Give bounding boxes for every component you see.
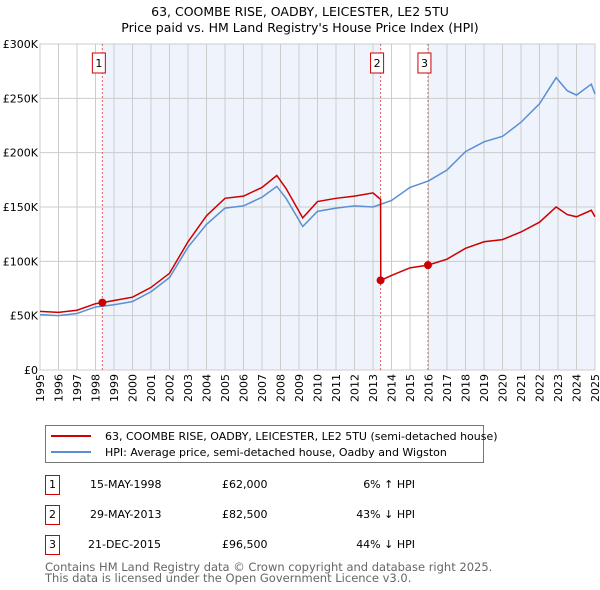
sale-label: 2 <box>374 57 381 70</box>
hpi-line <box>39 76 596 317</box>
table-row: 3 21-DEC-2015 £96,500 44% ↓ HPI <box>45 535 445 555</box>
legend-item-hpi: HPI: Average price, semi-detached house,… <box>46 444 447 460</box>
x-tick-label: 2023 <box>552 374 565 402</box>
chart-plot: 1995 1996 1997 1998 1999 2000 2001 2002 2003 2004… <box>3 38 600 402</box>
sale-price: £82,500 <box>222 508 268 521</box>
y-tick-label: £100K <box>3 255 39 268</box>
legend-label-price: 63, COOMBE RISE, OADBY, LEICESTER, LE2 5… <box>105 429 498 443</box>
y-tick-label: £150K <box>3 201 39 214</box>
sale-marker-badge: 1 <box>45 475 60 495</box>
table-row: 1 15-MAY-1998 £62,000 6% ↑ HPI <box>45 475 445 495</box>
y-tick-label: £50K <box>10 310 39 323</box>
y-tick-label: £300K <box>3 38 39 51</box>
x-tick-label: 2011 <box>330 374 343 402</box>
sale-label: 3 <box>421 57 428 70</box>
footer-licence: This data is licensed under the Open Gov… <box>45 571 412 585</box>
sale-date: 15-MAY-1998 <box>90 478 162 491</box>
x-tick-label: 2000 <box>127 374 140 402</box>
x-tick-label: 1999 <box>108 374 121 402</box>
sale-hpi-diff: 44% ↓ HPI <box>356 538 415 551</box>
x-tick-label: 2024 <box>571 374 584 402</box>
sale-hpi-diff: 43% ↓ HPI <box>356 508 415 521</box>
sale-label: 1 <box>95 57 102 70</box>
x-tick-label: 2009 <box>293 374 306 402</box>
x-tick-label: 2006 <box>238 374 251 402</box>
sale-point <box>98 298 107 307</box>
x-tick-label: 2014 <box>386 374 399 402</box>
x-tick-label: 2016 <box>423 374 436 402</box>
x-tick-label: 2003 <box>182 374 195 402</box>
x-tick-label: 2015 <box>404 374 417 402</box>
x-tick-label: 2010 <box>312 374 325 402</box>
x-tick-label: 2017 <box>441 374 454 402</box>
sale-marker-badge: 2 <box>45 505 60 525</box>
table-row: 2 29-MAY-2013 £82,500 43% ↓ HPI <box>45 505 445 525</box>
x-tick-label: 2020 <box>497 374 510 402</box>
legend: 63, COOMBE RISE, OADBY, LEICESTER, LE2 5… <box>45 425 498 463</box>
x-tick-label: 1995 <box>34 374 47 402</box>
x-tick-label: 2022 <box>534 374 547 402</box>
legend-item-price: 63, COOMBE RISE, OADBY, LEICESTER, LE2 5… <box>46 428 498 444</box>
chart-title: 63, COOMBE RISE, OADBY, LEICESTER, LE2 5… <box>151 4 449 19</box>
x-tick-label: 2025 <box>589 374 600 402</box>
x-tick-label: 2021 <box>515 374 528 402</box>
sale-date: 21-DEC-2015 <box>88 538 162 551</box>
y-tick-label: £0 <box>24 364 38 377</box>
sale-label-box <box>417 52 432 74</box>
x-tick-label: 2012 <box>349 374 362 402</box>
x-tick-label: 2019 <box>478 374 491 402</box>
chart-subtitle: Price paid vs. HM Land Registry's House … <box>121 20 479 35</box>
legend-swatch-hpi <box>51 451 91 453</box>
sale-price: £96,500 <box>222 538 268 551</box>
x-tick-label: 1996 <box>53 374 66 402</box>
x-tick-label: 1997 <box>71 374 84 402</box>
sale-label-box <box>91 52 106 74</box>
sale-date: 29-MAY-2013 <box>90 508 162 521</box>
footer-copyright: Contains HM Land Registry data © Crown c… <box>45 560 493 574</box>
x-tick-label: 2001 <box>145 374 158 402</box>
y-tick-label: £200K <box>3 147 39 160</box>
sale-hpi-diff: 6% ↑ HPI <box>363 478 415 491</box>
sale-point <box>376 276 385 285</box>
price-line <box>39 174 596 314</box>
x-tick-label: 2004 <box>201 374 214 402</box>
x-tick-label: 2007 <box>256 374 269 402</box>
x-tick-label: 2013 <box>367 374 380 402</box>
x-tick-label: 2002 <box>164 374 177 402</box>
legend-label-hpi: HPI: Average price, semi-detached house,… <box>105 445 447 459</box>
x-tick-label: 2008 <box>275 374 288 402</box>
x-tick-label: 1998 <box>90 374 103 402</box>
x-tick-label: 2018 <box>460 374 473 402</box>
x-tick-label: 2005 <box>219 374 232 402</box>
sale-price: £62,000 <box>222 478 268 491</box>
sale-marker-badge: 3 <box>45 535 60 555</box>
y-tick-label: £250K <box>3 92 39 105</box>
sale-point <box>423 261 432 270</box>
sale-label-box <box>370 52 385 74</box>
legend-swatch-price <box>51 435 91 437</box>
